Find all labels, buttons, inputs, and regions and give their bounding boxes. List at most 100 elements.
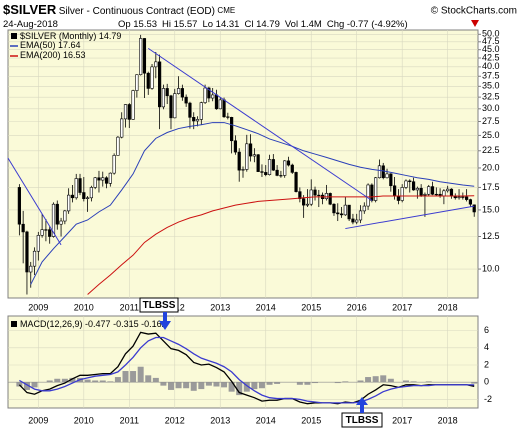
candle-body xyxy=(302,198,306,206)
candle-body xyxy=(40,229,44,236)
histogram-bar xyxy=(175,382,182,389)
candle-body xyxy=(169,95,173,119)
candle-body xyxy=(218,99,222,110)
candle-body xyxy=(279,175,283,177)
candle-body xyxy=(374,177,378,201)
legend-swatch xyxy=(11,33,17,39)
histogram-bar xyxy=(251,382,258,390)
candle-body xyxy=(449,188,454,197)
histogram-bar xyxy=(410,381,417,383)
histogram-bar xyxy=(312,382,319,384)
candle-body xyxy=(154,61,158,68)
legend-value: -0.162 xyxy=(141,319,167,329)
histogram-bar xyxy=(213,382,220,387)
candle-body xyxy=(230,117,234,142)
candle-body xyxy=(370,184,374,201)
annotation-box xyxy=(139,297,179,313)
histogram-bar xyxy=(365,377,372,383)
y-tick-label: 30.0 xyxy=(482,103,500,113)
candle-body xyxy=(48,229,52,237)
histogram-bar xyxy=(357,380,364,383)
candle-body xyxy=(199,102,203,120)
candle-body xyxy=(222,99,226,118)
candle-body xyxy=(328,193,332,205)
symbol: $SILVER xyxy=(3,2,57,17)
y-tick-label: 42.5 xyxy=(482,52,500,62)
candle-body xyxy=(411,181,416,191)
legend-swatch xyxy=(11,321,17,327)
candle-body xyxy=(423,193,427,196)
y-tick-label: 25.0 xyxy=(482,130,500,140)
histogram-bar xyxy=(160,382,167,386)
candle-body xyxy=(446,188,450,192)
histogram-bar xyxy=(258,382,265,389)
candle-body xyxy=(457,196,461,199)
candle-body xyxy=(317,194,321,197)
candle-body xyxy=(74,178,78,199)
x-tick-label: 2018 xyxy=(438,415,458,425)
quote-label: Op xyxy=(118,19,131,30)
histogram-bar xyxy=(167,382,174,390)
candle-body xyxy=(427,186,431,195)
x-tick-label: 2010 xyxy=(74,302,94,312)
candle-body xyxy=(358,210,363,221)
candle-body xyxy=(313,189,317,196)
plot-layer: 50.047.545.042.540.037.535.032.530.0 27.5… xyxy=(7,29,500,425)
candle-body xyxy=(85,197,90,199)
x-tick-label: 2009 xyxy=(28,302,48,312)
candle-body xyxy=(59,220,63,225)
chart-header: $SILVER Silver - Continuous Contract (EO… xyxy=(3,2,235,17)
y-tick-label: 15.0 xyxy=(482,204,500,214)
macd-legend: MACD(12,26,9) -0.477 -0.315 -0.162 xyxy=(20,319,167,329)
candle-body xyxy=(188,102,192,118)
candle-body xyxy=(93,177,97,188)
candle-body xyxy=(180,88,184,98)
candle-body xyxy=(396,195,401,201)
x-tick-label: 2013 xyxy=(210,415,230,425)
histogram-bar xyxy=(372,376,379,383)
x-tick-label: 2014 xyxy=(256,415,276,425)
x-tick-label: 2009 xyxy=(28,415,48,425)
change-indicator xyxy=(471,20,479,27)
candle-body xyxy=(419,187,423,196)
annotation-arrow xyxy=(356,397,368,413)
candle-body xyxy=(290,164,294,173)
candle-body xyxy=(116,136,120,156)
candle-body xyxy=(67,194,71,212)
change-percent: (-4.92%) xyxy=(371,19,407,30)
candle-body xyxy=(294,172,298,192)
histogram-bar xyxy=(114,377,121,383)
histogram-bar xyxy=(107,381,114,383)
candle-body xyxy=(237,151,241,171)
candle-body xyxy=(165,88,169,97)
candle-body xyxy=(158,61,162,108)
candle-body xyxy=(120,118,124,138)
date: 24-Aug-2018 xyxy=(3,19,58,30)
exchange: CME xyxy=(217,6,235,15)
annotations: TLBSS TLBSS xyxy=(139,297,383,428)
histogram-bar xyxy=(402,380,409,383)
y-tick-label: 12.5 xyxy=(482,231,500,241)
candle-body xyxy=(241,169,245,171)
candle-body xyxy=(430,186,435,195)
candle-body xyxy=(385,173,389,179)
histogram-bar xyxy=(334,382,341,384)
source: © StockCharts.com xyxy=(431,6,517,17)
candle-body xyxy=(472,204,476,213)
ema-line xyxy=(87,195,475,295)
histogram-bar xyxy=(137,366,144,383)
candle-body xyxy=(248,143,253,157)
candle-body xyxy=(347,204,351,220)
candle-body xyxy=(252,154,256,157)
macd-line xyxy=(19,336,475,404)
candle-body xyxy=(29,265,33,273)
x-tick-label: 2011 xyxy=(120,302,139,312)
candle-body xyxy=(32,250,37,267)
candle-body xyxy=(21,223,25,233)
candle-body xyxy=(393,185,397,197)
candle-body xyxy=(404,180,408,188)
candle-body xyxy=(127,104,131,120)
x-tick-label: 2016 xyxy=(347,302,367,312)
legend-entry: EMA(200) 16.53 xyxy=(20,50,86,60)
y-tick-label: 20.0 xyxy=(482,162,500,172)
